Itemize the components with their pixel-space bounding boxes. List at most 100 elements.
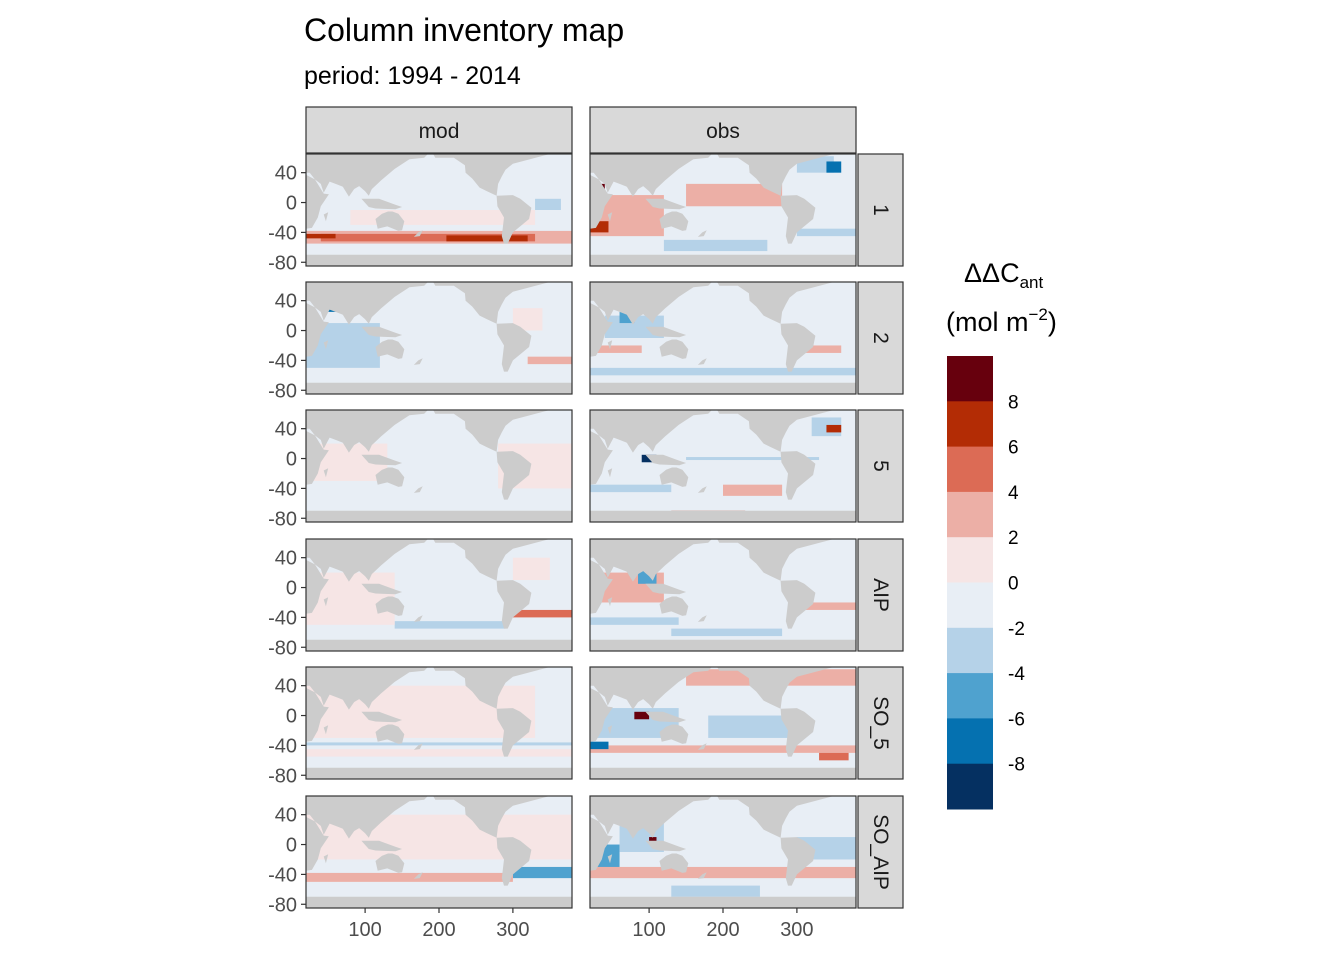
legend-keys [947,356,993,810]
anomaly-region [590,866,856,879]
land-north-america [717,796,834,838]
legend-label: 4 [1008,483,1019,504]
legend-key [947,673,993,719]
color-legend: ΔΔCant (mol m−2) 8 6 4 2 0 -2 -4 -6 -8 [946,258,1057,810]
anomaly-region [619,311,635,324]
land-north-america [433,667,550,709]
land-se-asia-islands [361,198,403,210]
land-north-america [433,282,550,324]
land-north-america [717,667,834,709]
land-australia [659,853,689,873]
y-tick-label: 0 [286,449,297,471]
anomaly-region [590,741,609,750]
land-greenland [796,667,831,671]
anomaly-region [686,457,820,461]
land-eurasia [590,282,712,324]
x-tick-label: 300 [780,919,813,941]
anomaly-region [535,198,561,210]
y-tick-label: 40 [275,548,297,570]
column-strip [589,106,857,154]
legend-label: -6 [1008,709,1025,730]
legend-unit-main: (mol m [946,307,1029,337]
land-antarctica [306,639,572,651]
land-south-america [780,451,816,500]
panel-border [589,153,857,267]
land-new-zealand [413,486,423,493]
anomaly-region [590,345,642,353]
land-india [625,440,641,453]
land-antarctica [590,510,856,522]
anomaly-region [512,557,550,581]
row-strip-label: SO_AIP [869,814,892,890]
land-madagascar [607,212,613,222]
anomaly-region [590,484,672,493]
panel-obs-SO_AIP [589,795,857,909]
land-africa [590,559,613,614]
land-africa [306,687,329,742]
land-greenland [796,282,831,286]
x-tick-label: 300 [496,919,529,941]
land-australia [375,724,405,744]
anomaly-region [446,235,528,242]
land-new-zealand [697,872,707,879]
land-madagascar [323,725,329,735]
land-south-america [780,708,816,757]
chart-title: Column inventory map [304,12,624,48]
land-antarctica [590,896,856,908]
legend-key [947,356,993,402]
anomaly-region [306,233,336,239]
panel-border [305,153,573,267]
panel-mod-2 [305,281,573,395]
land-greenland [512,154,547,158]
legend-key [947,627,993,674]
land-south-america [496,323,532,372]
land-se-asia-islands [645,711,687,723]
land-se-asia-islands [361,840,403,852]
land-greenland [796,539,831,543]
anomaly-region [394,621,506,629]
land-madagascar [323,340,329,350]
panel-mod-1 [305,153,573,267]
panel-obs-AIP [589,538,857,652]
anomaly-region [686,183,783,207]
panel-mod-SO_AIP [305,795,573,909]
land-antarctica [590,767,856,779]
y-tick-label: -40 [268,222,297,244]
land-africa [306,302,329,357]
anomaly-region [671,885,760,897]
land-new-zealand [697,615,707,622]
row-strip-label: SO_5 [869,696,892,750]
land-africa [306,559,329,614]
land-madagascar [323,597,329,607]
legend-unit-end: ) [1048,307,1057,337]
x-tick-label: 200 [422,919,455,941]
anomaly-region [590,221,609,233]
anomaly-region [590,617,679,625]
land-new-zealand [697,358,707,365]
land-eurasia [590,154,712,196]
y-tick-label: 40 [275,805,297,827]
panel-border [589,281,857,395]
legend-label: -8 [1008,755,1025,776]
land-antarctica [306,767,572,779]
panel-obs-2 [589,281,857,395]
y-tick-label: -80 [268,894,297,916]
row-strip-label: 2 [869,332,892,344]
y-tick-label: 40 [275,163,297,185]
legend-label: 6 [1008,438,1019,459]
row-strip [857,281,904,395]
legend-key [947,763,993,810]
legend-title-main: ΔΔC [964,258,1020,288]
chart-subtitle: period: 1994 - 2014 [304,62,521,90]
land-north-america [717,282,834,324]
land-australia [375,853,405,873]
panel-mod-5 [305,409,573,523]
anomaly-region [306,749,572,757]
panel-border [589,409,857,523]
y-tick-label: 40 [275,419,297,441]
y-tick-label: 40 [275,676,297,698]
land-south-america [496,580,532,629]
panel-border [305,281,573,395]
anomaly-region [320,233,536,242]
land-new-zealand [413,230,423,237]
